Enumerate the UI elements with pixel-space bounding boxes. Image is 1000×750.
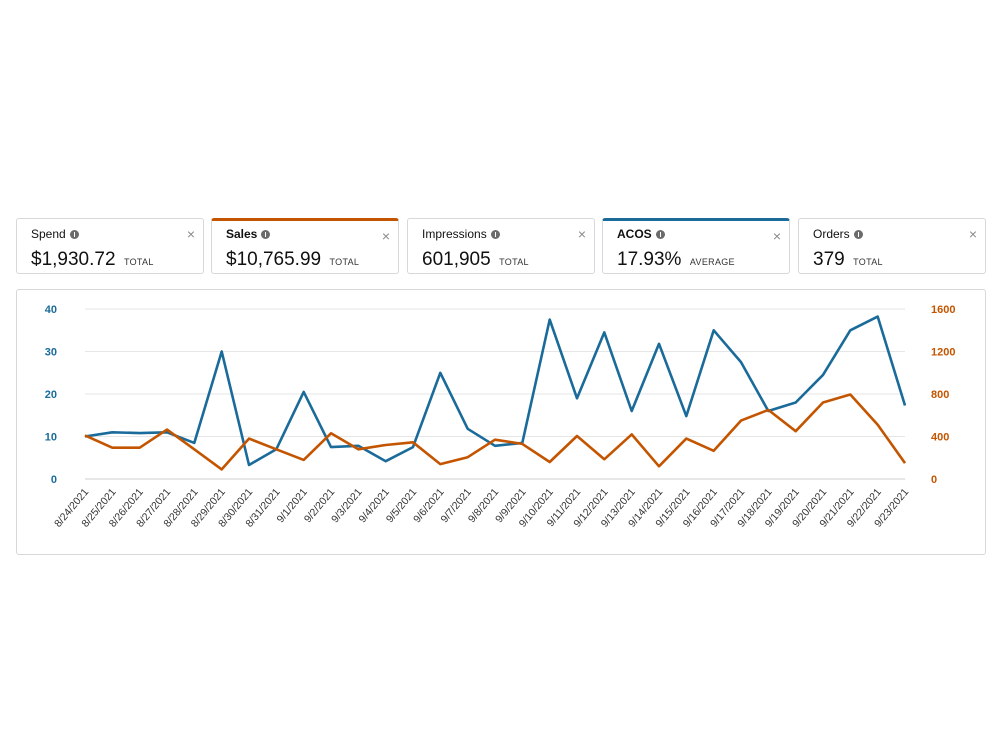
- metric-value: $10,765.99: [226, 249, 322, 270]
- close-icon[interactable]: ×: [772, 228, 781, 244]
- metric-label: Orders: [813, 227, 850, 241]
- metric-card-orders[interactable]: Orders × 379 TOTAL: [798, 218, 986, 274]
- y-tick-right: 400: [931, 432, 949, 444]
- y-tick-left: 40: [45, 304, 57, 316]
- metric-suffix: TOTAL: [123, 257, 154, 267]
- y-tick-left: 20: [45, 389, 57, 401]
- series-line-acos: [84, 315, 907, 467]
- metric-suffix: TOTAL: [329, 257, 360, 267]
- metric-value: 17.93%: [617, 249, 682, 270]
- y-tick-left: 0: [51, 474, 57, 486]
- close-icon[interactable]: ×: [381, 228, 390, 244]
- metric-label: ACOS: [617, 227, 652, 241]
- chart-panel: 40 30 20 10 0 1600 1200 800 400 0 8/24/2021 8/25/20…: [16, 289, 986, 555]
- y-tick-right: 1600: [931, 304, 955, 316]
- metric-label: Sales: [226, 227, 258, 241]
- y-tick-right: 0: [931, 474, 937, 486]
- info-icon[interactable]: [69, 229, 79, 239]
- info-icon[interactable]: [490, 229, 500, 239]
- y-tick-right: 800: [931, 389, 949, 401]
- info-icon[interactable]: [655, 229, 665, 239]
- close-icon[interactable]: ×: [577, 226, 586, 242]
- metric-card-spend[interactable]: Spend × $1,930.72 TOTAL: [16, 218, 204, 274]
- info-icon[interactable]: [853, 229, 863, 239]
- metric-value: 379: [813, 249, 845, 270]
- metric-value: $1,930.72: [31, 249, 116, 270]
- metric-card-acos[interactable]: ACOS × 17.93% AVERAGE: [602, 218, 790, 274]
- metric-card-impressions[interactable]: Impressions × 601,905 TOTAL: [407, 218, 595, 274]
- info-icon[interactable]: [261, 229, 271, 239]
- close-icon[interactable]: ×: [968, 226, 977, 242]
- metric-label: Spend: [31, 227, 66, 241]
- y-tick-left: 30: [45, 347, 57, 359]
- metric-card-sales[interactable]: Sales × $10,765.99 TOTAL: [211, 218, 399, 274]
- y-tick-left: 10: [45, 432, 57, 444]
- line-chart: 4030201001600120080040008/24/20218/25/20…: [45, 304, 956, 530]
- close-icon[interactable]: ×: [186, 226, 195, 242]
- series-line-sales: [84, 393, 907, 471]
- metric-cards: Spend × $1,930.72 TOTAL Sales × $10,765.…: [16, 218, 986, 276]
- metric-suffix: AVERAGE: [689, 257, 735, 267]
- metric-label: Impressions: [422, 227, 487, 241]
- metric-suffix: TOTAL: [853, 257, 883, 267]
- metric-value: 601,905: [422, 249, 491, 270]
- metric-suffix: TOTAL: [499, 257, 529, 267]
- y-tick-right: 1200: [931, 347, 955, 359]
